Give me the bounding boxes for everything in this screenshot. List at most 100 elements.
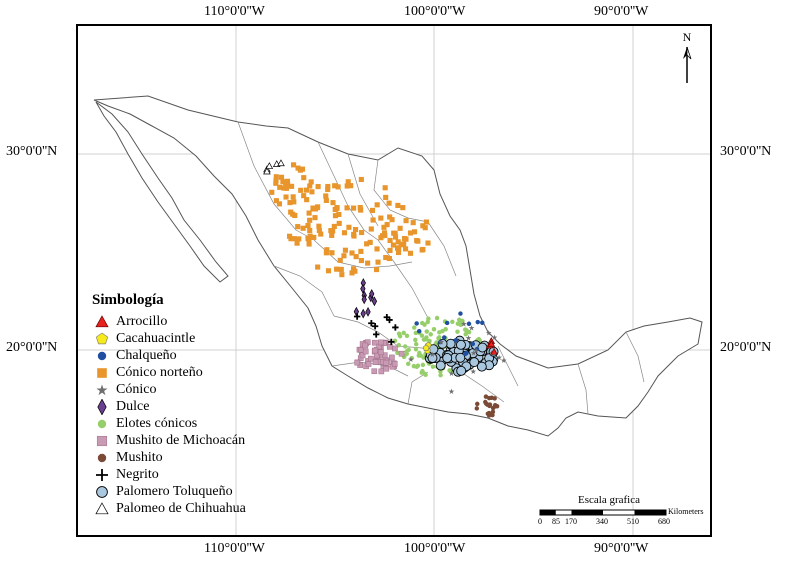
occurrence-marker xyxy=(438,339,443,345)
occurrence-marker xyxy=(490,347,498,355)
occurrence-marker xyxy=(387,247,393,253)
occurrence-marker xyxy=(315,184,321,190)
occurrence-marker xyxy=(425,240,431,246)
occurrence-marker xyxy=(419,247,425,253)
occurrence-marker xyxy=(421,355,426,360)
legend-label: Palomero Toluqueño xyxy=(116,484,233,499)
baja-california-outline xyxy=(95,101,229,283)
occurrence-marker xyxy=(443,326,448,332)
occurrence-marker xyxy=(284,178,291,184)
occurrence-marker xyxy=(371,323,379,330)
occurrence-marker xyxy=(325,183,331,190)
legend-item: Cacahuacintle xyxy=(92,330,246,347)
occurrence-marker xyxy=(390,242,396,248)
occurrence-marker xyxy=(395,202,401,208)
occurrence-marker: ★ xyxy=(460,319,467,328)
occurrence-marker xyxy=(459,319,464,324)
occurrence-marker xyxy=(277,159,285,167)
scale-tick: 170 xyxy=(565,517,577,526)
occurrence-marker xyxy=(420,362,426,368)
scale-tick: 510 xyxy=(627,517,639,526)
occurrence-marker xyxy=(323,197,329,203)
legend: Simbología Arrocillo Cacahuacintle Chalque… xyxy=(92,292,246,517)
mexico-outline xyxy=(93,95,703,437)
svg-text:★: ★ xyxy=(407,355,414,364)
occurrence-marker xyxy=(455,321,461,326)
occurrence-marker xyxy=(307,227,313,233)
occurrence-marker xyxy=(378,368,385,375)
occurrence-marker xyxy=(336,211,342,217)
purple-diamond-icon xyxy=(97,398,107,415)
occurrence-marker xyxy=(401,330,406,336)
legend-item: Mushito de Michoacán xyxy=(92,432,246,449)
occurrence-marker xyxy=(359,229,365,236)
latitude-label-20n-right: 20°0'0''N xyxy=(720,340,772,355)
occurrence-marker xyxy=(456,365,467,376)
occurrence-marker xyxy=(371,368,378,375)
occurrence-marker: ★ xyxy=(470,367,477,376)
occurrence-marker xyxy=(453,338,459,343)
occurrence-marker xyxy=(413,337,418,343)
svg-text:★: ★ xyxy=(465,334,472,343)
occurrence-marker xyxy=(386,255,392,262)
occurrence-marker xyxy=(353,254,359,260)
occurrence-marker xyxy=(263,167,271,175)
occurrence-marker xyxy=(442,335,447,340)
occurrence-marker xyxy=(387,237,393,244)
occurrence-marker xyxy=(362,342,369,349)
occurrence-marker xyxy=(378,349,384,356)
occurrence-marker xyxy=(297,167,303,173)
occurrence-marker xyxy=(306,236,312,242)
white-triangle-icon xyxy=(95,501,109,514)
longitude-label-100w-bottom: 100°0'0''W xyxy=(404,541,466,556)
occurrence-marker xyxy=(410,220,416,226)
legend-item: Chalqueño xyxy=(92,347,246,364)
legend-item: Cónico norteño xyxy=(92,364,246,381)
svg-text:★: ★ xyxy=(460,319,467,328)
occurrence-marker xyxy=(287,233,293,239)
occurrence-marker xyxy=(412,325,417,330)
occurrence-marker xyxy=(372,347,378,354)
latitude-label-30n-left: 30°0'0''N xyxy=(6,144,58,159)
legend-label: Palomeo de Chihuahua xyxy=(116,501,246,516)
occurrence-marker: ★ xyxy=(491,333,498,342)
occurrence-marker xyxy=(395,245,401,251)
occurrence-marker xyxy=(283,183,289,189)
occurrence-marker xyxy=(458,311,463,316)
occurrence-marker xyxy=(395,350,400,356)
scale-title: Escala grafica xyxy=(578,494,640,506)
pink-square-icon xyxy=(96,435,108,446)
scale-tick: 340 xyxy=(596,517,608,526)
legend-label: Mushito de Michoacán xyxy=(116,433,246,448)
occurrence-marker xyxy=(273,174,279,180)
occurrence-marker xyxy=(413,341,419,347)
occurrence-marker xyxy=(392,230,398,236)
occurrence-marker xyxy=(423,372,428,378)
occurrence-marker xyxy=(406,361,411,367)
occurrence-marker xyxy=(330,228,336,234)
legend-item: Elotes cónicos xyxy=(92,415,246,432)
occurrence-marker xyxy=(397,333,403,339)
occurrence-marker xyxy=(337,257,343,263)
latitude-label-20n-left: 20°0'0''N xyxy=(6,340,58,355)
occurrence-marker xyxy=(307,183,313,189)
occurrence-marker xyxy=(329,232,335,238)
occurrence-marker xyxy=(381,352,388,359)
occurrence-marker xyxy=(305,222,311,229)
legend-item: ★ Cónico xyxy=(92,381,246,398)
occurrence-marker xyxy=(487,340,496,347)
occurrence-marker xyxy=(480,320,485,325)
occurrence-marker xyxy=(469,357,480,368)
occurrence-marker xyxy=(295,224,301,230)
legend-item: Palomero Toluqueño xyxy=(92,483,246,500)
occurrence-marker xyxy=(353,227,359,233)
mexico-map: ★★★★★★★★★★★★★★★★ xyxy=(78,26,710,535)
occurrence-marker xyxy=(423,219,430,225)
occurrence-marker xyxy=(325,186,331,193)
legend-item: Mushito xyxy=(92,449,246,466)
occurrence-marker xyxy=(392,324,399,331)
occurrence-marker xyxy=(331,223,337,229)
occurrence-marker xyxy=(403,246,409,252)
occurrence-marker xyxy=(428,332,433,337)
legend-item: Negrito xyxy=(92,466,246,483)
